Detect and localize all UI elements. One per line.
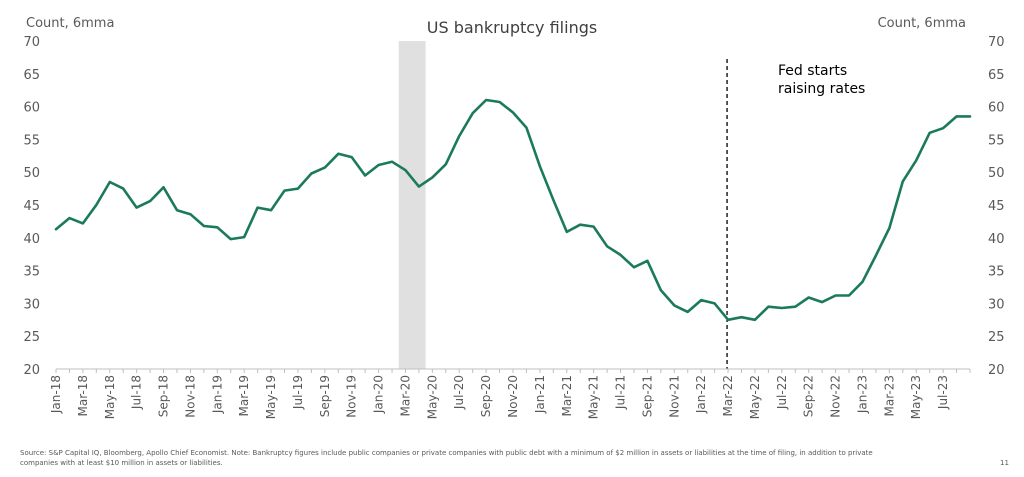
y-tick-right: 50	[988, 166, 1005, 181]
x-tick-label: Jan-20	[372, 375, 386, 414]
y-axis-right: 20 25 30 35 40 45 50 55 60 65 70	[988, 35, 1005, 378]
x-tick-label: Nov-20	[506, 375, 520, 418]
x-tick-label: Jan-22	[694, 375, 708, 414]
y-tick-right: 40	[988, 232, 1005, 247]
page-number: 11	[1000, 459, 1009, 467]
y-tick-left: 45	[23, 199, 40, 214]
x-tick-label: May-19	[264, 375, 278, 419]
bankruptcy-chart: 20 25 30 35 40 45 50 55 60 65 70 20 25 30 35 40 45 50 55 6…	[23, 16, 1005, 419]
x-tick-label: May-21	[587, 375, 601, 419]
x-tick-label: Jul-22	[775, 375, 789, 410]
x-tick-label: Mar-19	[237, 375, 251, 416]
x-tick-label: Nov-22	[829, 375, 843, 418]
x-tick-label: Jul-18	[130, 375, 144, 410]
y-tick-right: 25	[988, 330, 1005, 345]
x-tick-label: Nov-18	[183, 375, 197, 418]
x-tick-label: Jan-19	[210, 375, 224, 414]
x-tick-label: Sep-19	[318, 375, 332, 417]
x-tick-label: Nov-19	[345, 375, 359, 418]
x-tick-label: Mar-20	[398, 375, 412, 416]
x-tick-label: Nov-21	[667, 375, 681, 418]
x-tick-label: Sep-21	[640, 375, 654, 417]
x-tick-label: May-18	[103, 375, 117, 419]
x-tick-label: Mar-18	[76, 375, 90, 416]
recession-band-layer	[398, 41, 426, 369]
series-line-layer	[54, 98, 972, 322]
y-tick-left: 30	[23, 297, 40, 312]
y-tick-left: 50	[23, 166, 40, 181]
x-tick-label: Mar-23	[882, 375, 896, 416]
x-tick-label: Mar-21	[560, 375, 574, 416]
x-tick-label: Jan-21	[533, 375, 547, 414]
y-axis-left: 20 25 30 35 40 45 50 55 60 65 70	[23, 35, 40, 378]
y-tick-left: 25	[23, 330, 40, 345]
y-tick-right: 65	[988, 68, 1005, 83]
x-tick-label: May-23	[909, 375, 923, 419]
bankruptcy-series-line	[54, 98, 972, 322]
chart-title: US bankruptcy filings	[427, 18, 597, 37]
y-tick-left: 55	[23, 133, 40, 148]
y-axis-right-label: Count, 6mma	[878, 16, 966, 31]
annotation-line-1: Fed starts	[778, 63, 847, 79]
x-tick-label: Jan-18	[49, 375, 63, 414]
x-tick-label: Jul-20	[452, 375, 466, 410]
y-tick-right: 45	[988, 199, 1005, 214]
y-tick-right: 60	[988, 101, 1005, 116]
source-note: Source: S&P Capital IQ, Bloomberg, Apoll…	[20, 449, 873, 467]
y-tick-left: 65	[23, 68, 40, 83]
y-tick-left: 60	[23, 101, 40, 116]
x-tick-label: Sep-22	[802, 375, 816, 417]
x-tick-label: Sep-20	[479, 375, 493, 417]
recession-band	[398, 41, 426, 369]
x-tick-label: Jul-19	[291, 375, 305, 410]
x-tick-label: Jan-23	[855, 375, 869, 414]
x-axis: Jan-18 Mar-18 May-18 Jul-18 Sep-18 Nov-18 Jan-…	[49, 368, 971, 419]
y-tick-left: 40	[23, 232, 40, 247]
x-tick-label: May-22	[748, 375, 762, 419]
y-tick-right: 35	[988, 265, 1005, 280]
x-tick-label: Jul-21	[614, 375, 628, 410]
y-tick-right: 55	[988, 133, 1005, 148]
y-tick-left: 70	[23, 35, 40, 50]
y-tick-left: 20	[23, 363, 40, 378]
y-axis-left-label: Count, 6mma	[26, 16, 114, 31]
y-tick-right: 30	[988, 297, 1005, 312]
y-tick-right: 20	[988, 363, 1005, 378]
x-tick-label: Sep-18	[157, 375, 171, 417]
x-tick-label: Mar-22	[721, 375, 735, 416]
annotation-line-2: raising rates	[778, 81, 865, 97]
x-tick-label: May-20	[425, 375, 439, 419]
x-tick-label: Jul-23	[936, 375, 950, 410]
y-tick-left: 35	[23, 265, 40, 280]
y-tick-right: 70	[988, 35, 1005, 50]
